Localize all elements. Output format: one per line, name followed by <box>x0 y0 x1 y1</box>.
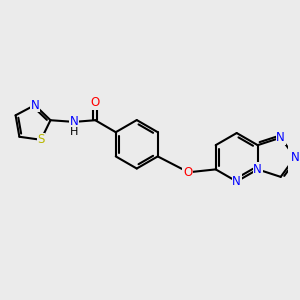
Text: N: N <box>276 131 285 144</box>
Text: N: N <box>291 151 299 164</box>
Text: H: H <box>70 127 79 136</box>
Text: N: N <box>30 99 39 112</box>
Text: O: O <box>183 166 192 178</box>
Text: N: N <box>253 163 262 176</box>
Text: N: N <box>232 175 241 188</box>
Text: S: S <box>37 133 45 146</box>
Text: O: O <box>91 96 100 109</box>
Text: N: N <box>70 115 78 128</box>
